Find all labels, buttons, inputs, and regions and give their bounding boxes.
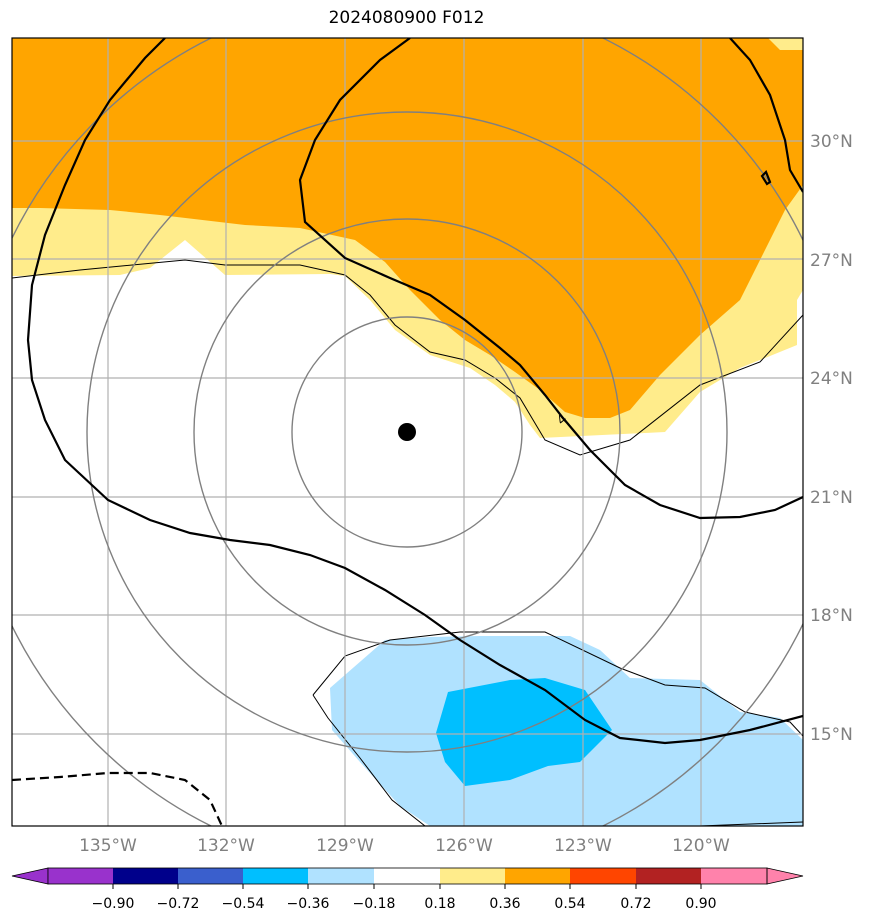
colorbar-under-triangle — [11, 867, 49, 885]
lat-label-21n: 21°N — [810, 488, 853, 508]
colorbar-tick-label: −0.18 — [353, 896, 396, 912]
map-area: 4 — [12, 38, 803, 826]
colorbar-tick-label: 0.90 — [685, 896, 716, 912]
map-title: 2024080900 F012 — [328, 8, 485, 28]
lat-label-15n: 15°N — [810, 725, 853, 745]
lon-label-123w: 123°W — [554, 836, 612, 856]
field-orange-region — [12, 38, 803, 418]
colorbar-swatch — [701, 868, 767, 884]
colorbar-tick-label: −0.36 — [287, 896, 330, 912]
colorbar-swatch — [440, 868, 506, 884]
lon-label-135w: 135°W — [79, 836, 137, 856]
thick-contours — [26, 38, 803, 745]
colorbar-swatch — [374, 868, 441, 884]
storm-center-dot — [398, 423, 416, 441]
field-deep-blue-region — [436, 678, 612, 786]
colorbar: −0.90 −0.72 −0.54 −0.36 −0.18 0.18 0.36 … — [11, 867, 804, 912]
lon-label-120w: 120°W — [672, 836, 730, 856]
map-frame — [11, 37, 804, 827]
lat-label-27n: 27°N — [810, 251, 853, 271]
colorbar-over-triangle — [766, 867, 804, 885]
colorbar-swatch — [308, 868, 375, 884]
colorbar-swatch — [636, 868, 702, 884]
colorbar-tick-label: −0.90 — [92, 896, 135, 912]
thin-contours — [12, 259, 803, 826]
colorbar-swatch — [505, 868, 571, 884]
longitude-labels: 135°W 132°W 129°W 126°W 123°W 120°W — [79, 836, 730, 856]
colorbar-tick-label: 0.18 — [424, 896, 455, 912]
lat-label-24n: 24°N — [810, 369, 853, 389]
lat-label-18n: 18°N — [810, 606, 853, 626]
dashed-contour — [12, 771, 223, 826]
lon-label-132w: 132°W — [197, 836, 255, 856]
colorbar-swatch — [178, 868, 244, 884]
colorbar-tick-label: 0.72 — [620, 896, 651, 912]
colorbar-swatch — [243, 868, 309, 884]
range-rings — [12, 38, 803, 826]
latitude-labels: 30°N 27°N 24°N 21°N 18°N 15°N — [810, 132, 853, 745]
graticule — [12, 38, 803, 826]
colorbar-swatch — [113, 868, 179, 884]
colorbar-tick-label: 0.54 — [554, 896, 585, 912]
lat-label-30n: 30°N — [810, 132, 853, 152]
lon-label-129w: 129°W — [316, 836, 374, 856]
colorbar-tick-label: −0.72 — [157, 896, 200, 912]
colorbar-tick-label: −0.54 — [222, 896, 265, 912]
colorbar-tick-label: 0.36 — [489, 896, 520, 912]
lon-label-126w: 126°W — [435, 836, 493, 856]
colorbar-swatch — [48, 868, 114, 884]
colorbar-swatch — [570, 868, 637, 884]
